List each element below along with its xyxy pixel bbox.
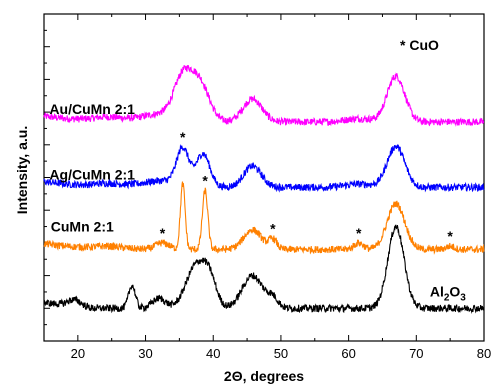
cuo-peak-marker: * — [356, 225, 362, 241]
series-label-0: Au/CuMn 2:1 — [49, 101, 135, 117]
cuo-peak-marker: * — [447, 228, 453, 244]
cuo-peak-marker: * — [202, 173, 208, 189]
cuo-annotation: * CuO — [400, 37, 439, 53]
x-tick-label: 30 — [138, 346, 152, 361]
series-line-2 — [43, 181, 485, 255]
cuo-peak-marker: * — [270, 220, 276, 236]
y-axis-title: Intensity, a.u. — [14, 126, 30, 214]
x-tick-label: 20 — [71, 346, 85, 361]
cuo-peak-marker: * — [180, 129, 186, 145]
x-axis-title: 2Θ, degrees — [224, 368, 304, 384]
series-label-2: CuMn 2:1 — [51, 218, 114, 234]
cuo-peak-marker: * — [160, 225, 166, 241]
series-line-0 — [43, 65, 485, 127]
x-tick-label: 70 — [409, 346, 423, 361]
x-tick-label: 80 — [477, 346, 491, 361]
series-label-1: Ag/CuMn 2:1 — [49, 166, 135, 182]
plot-frame: 20 30 40 50 60 70 80 — [43, 13, 491, 361]
x-tick-label: 50 — [274, 346, 288, 361]
series-line-1 — [43, 143, 485, 193]
series-line-3 — [43, 224, 485, 314]
x-tick-label: 60 — [341, 346, 355, 361]
series-label-3: Al2O3 — [430, 283, 466, 303]
labels-layer: Au/CuMn 2:1 Ag/CuMn 2:1 * CuMn 2:1 * * * * * Al2O… — [49, 101, 466, 303]
series-layer — [43, 65, 485, 314]
x-tick-label: 40 — [206, 346, 220, 361]
